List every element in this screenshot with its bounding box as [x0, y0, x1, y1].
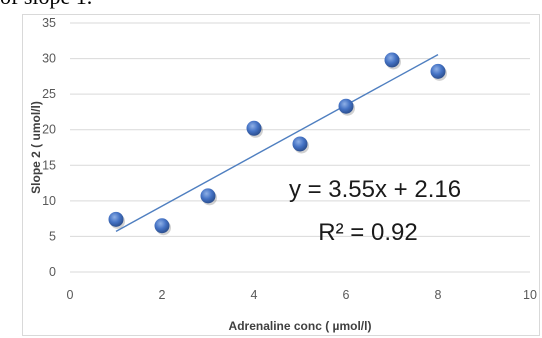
- y-tick-label: 5: [49, 229, 56, 243]
- chart-frame: [22, 14, 540, 336]
- data-point: [338, 98, 355, 116]
- y-tick-label: 35: [42, 16, 56, 30]
- data-point: [108, 211, 125, 229]
- trendline-equation: y = 3.55x + 2.16: [289, 176, 461, 203]
- x-axis-title: Adrenaline conc ( µmol/l): [229, 319, 372, 333]
- caption-fragment: of slope 1.: [0, 0, 92, 10]
- gridlines: [70, 22, 530, 273]
- y-tick-label: 15: [42, 158, 56, 172]
- data-point: [292, 136, 309, 154]
- y-tick-label: 0: [49, 265, 56, 279]
- data-points: [108, 52, 447, 236]
- x-tick-label: 6: [343, 288, 350, 302]
- y-tick-label: 30: [42, 52, 56, 66]
- data-point: [154, 218, 171, 236]
- x-tick-label: 10: [523, 288, 537, 302]
- x-tick-labels: 0 2 4 6 8 10: [67, 288, 537, 302]
- y-tick-labels: 0 5 10 15 20 25 30 35: [42, 16, 56, 279]
- y-axis-title: Slope 2 ( umol/l): [29, 101, 43, 194]
- x-tick-label: 4: [251, 288, 258, 302]
- y-tick-label: 25: [42, 87, 56, 101]
- data-point: [200, 188, 217, 206]
- x-tick-label: 8: [435, 288, 442, 302]
- trendline: [115, 53, 439, 232]
- y-tick-label: 20: [42, 123, 56, 137]
- x-tick-label: 0: [67, 288, 74, 302]
- data-point: [430, 63, 447, 81]
- data-point: [384, 52, 401, 70]
- y-tick-label: 10: [42, 194, 56, 208]
- x-tick-label: 2: [159, 288, 166, 302]
- data-point: [246, 120, 263, 138]
- r-squared-label: R² = 0.92: [318, 219, 417, 246]
